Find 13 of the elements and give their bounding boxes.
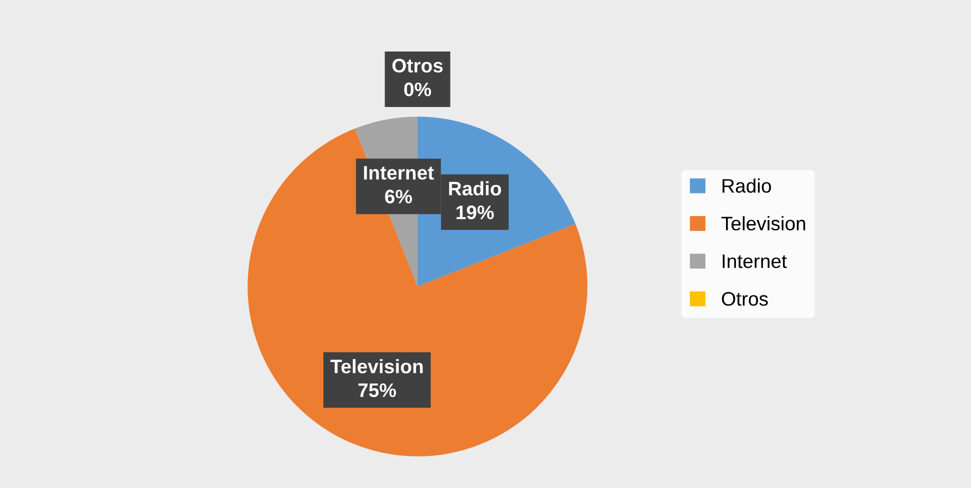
pie-slice xyxy=(248,128,588,456)
data-label: 19% xyxy=(456,205,494,220)
data-label: 6% xyxy=(385,190,412,204)
slice-label: Radio xyxy=(449,181,502,196)
data-label: 75% xyxy=(358,383,396,398)
slice-label: Television xyxy=(330,359,423,374)
legend-label: Television xyxy=(721,216,806,230)
text: 0% xyxy=(404,82,432,96)
slice-label: Internet xyxy=(364,166,434,180)
legend-label: Radio xyxy=(722,178,771,193)
legend-label: Internet xyxy=(722,254,787,268)
category-label: Otros xyxy=(392,58,443,73)
legend-label: Otros xyxy=(722,292,768,306)
